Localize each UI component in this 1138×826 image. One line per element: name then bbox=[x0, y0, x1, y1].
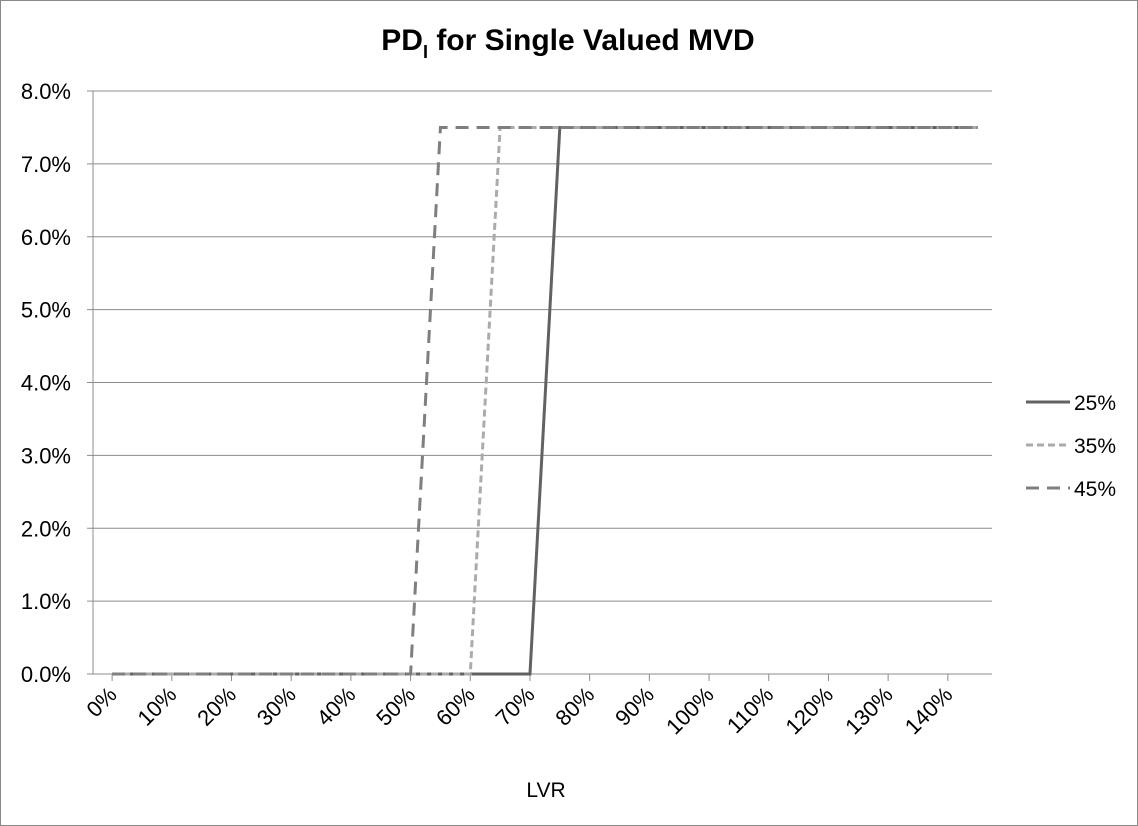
y-tick-label: 7.0% bbox=[21, 152, 71, 177]
y-tick-label: 1.0% bbox=[21, 589, 71, 614]
y-tick-label: 8.0% bbox=[21, 79, 71, 104]
y-tick-label: 3.0% bbox=[21, 443, 71, 468]
chart-title: PDI for Single Valued MVD bbox=[381, 24, 754, 62]
legend-label: 45% bbox=[1074, 478, 1116, 501]
legend-label: 35% bbox=[1074, 435, 1116, 458]
title-part: for Single Valued MVD bbox=[428, 24, 755, 57]
y-tick-label: 0.0% bbox=[21, 662, 71, 687]
legend-label: 25% bbox=[1074, 392, 1116, 415]
title-part: I bbox=[423, 42, 428, 62]
y-tick-label: 6.0% bbox=[21, 225, 71, 250]
x-axis-label: LVR bbox=[526, 779, 565, 802]
y-tick-label: 4.0% bbox=[21, 371, 71, 396]
series-line bbox=[112, 125, 978, 676]
y-tick-label: 2.0% bbox=[21, 516, 71, 541]
title-part: PD bbox=[381, 24, 423, 57]
series-line bbox=[112, 125, 978, 676]
y-tick-label: 5.0% bbox=[21, 298, 71, 323]
